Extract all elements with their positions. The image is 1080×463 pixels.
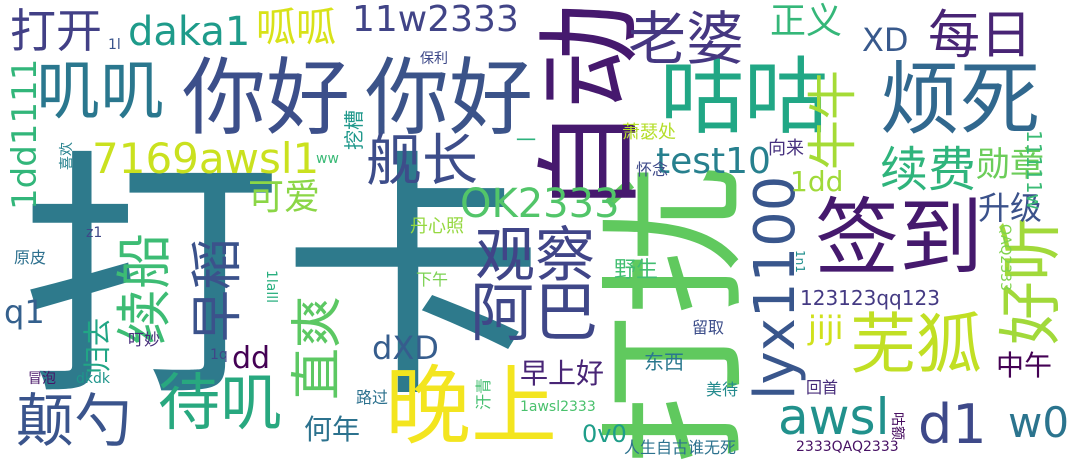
word: 可爱 [248,177,321,218]
word: 冒泡 [28,371,56,387]
word: 打卡 [20,128,544,433]
word: 喜欢 [59,142,75,170]
word: 何年 [304,413,361,446]
word: 早上好 [520,357,605,390]
word: 中午 [996,349,1053,382]
word: 咕咕 [660,48,829,146]
word: 2333QAQ2333 [796,439,899,455]
word: 老婆 [628,5,745,73]
word: 正义 [770,1,843,42]
word: 保利 [420,51,448,67]
word: 向来 [768,138,804,159]
word: 东西 [644,350,684,374]
word: 挖槽 [342,110,366,150]
word: 汗青 [474,377,493,410]
word: 1dd [790,165,844,198]
word: jiji [808,309,844,347]
word: dXD [372,329,439,367]
word: XD [862,21,909,59]
word: 丹心照 [410,216,464,237]
word: 颠勺 [16,387,133,455]
word: 1lalll [263,270,279,304]
word: 打开 [10,4,102,58]
word: 阿巴 [470,277,598,351]
word: daka1 [128,9,251,55]
word: 野生 [614,258,659,283]
word: awsl [778,388,890,446]
word: d1 [918,393,987,456]
word: 萧瑟处 [622,122,676,143]
word: 7169awsl1 [92,134,320,183]
word: 1n1 [793,250,807,273]
word: 烦死 [880,53,1040,146]
word: OK2333 [460,181,620,227]
word: 11w2333 [352,0,519,40]
word: lyx1100 [743,175,808,400]
word: 1dd1111 [5,58,45,210]
word: 早稻 [188,237,248,342]
word: 牛牛 [804,70,862,170]
word: 升级 [978,189,1043,227]
word: 呱呱 [256,5,336,51]
word: 下午 [416,270,449,289]
word: ww [316,151,339,167]
word: 回首 [806,378,839,397]
word: 路过 [356,388,389,407]
word: 签到 [815,189,984,287]
word: 待叽 [158,366,283,439]
word: q1 [4,293,45,331]
word: 叮妙 [128,330,161,349]
word: 芜狐 [850,306,982,383]
word: 每日 [928,6,1033,66]
word: dd [232,341,271,376]
word: 1awsl2333 [520,399,596,415]
word: 人生自古谁无死 [624,438,737,457]
word: 勋章 [976,145,1044,185]
word: 留取 [692,318,725,337]
word: 叽叽 [36,55,164,129]
word: test10 [656,141,771,182]
word: 一 [516,128,536,152]
word: 续船 [113,233,178,345]
word: 你好 [182,49,351,147]
word: 123123qq123 [800,286,940,310]
word: 0v0 [582,420,627,448]
word: 咕额 [889,412,905,440]
word: 1q [210,347,228,363]
word: 归去 [81,317,114,374]
word: 续费 [880,142,977,198]
word: w0 [1008,398,1070,447]
word: 美待 [706,380,739,399]
word: QAQ2333 [997,224,1013,291]
word: 1l [108,37,121,53]
word: 你好 [365,49,534,147]
word: 观察 [475,221,595,291]
word: 怀念 [636,160,669,179]
word: 晚上 [385,357,557,457]
word: 舰长 [366,129,478,194]
word: 直爽 [288,295,348,400]
word: 原皮 [14,248,47,267]
word: z1 [86,225,103,241]
word: dkdk [76,371,110,387]
word: 11111w [1022,130,1046,210]
